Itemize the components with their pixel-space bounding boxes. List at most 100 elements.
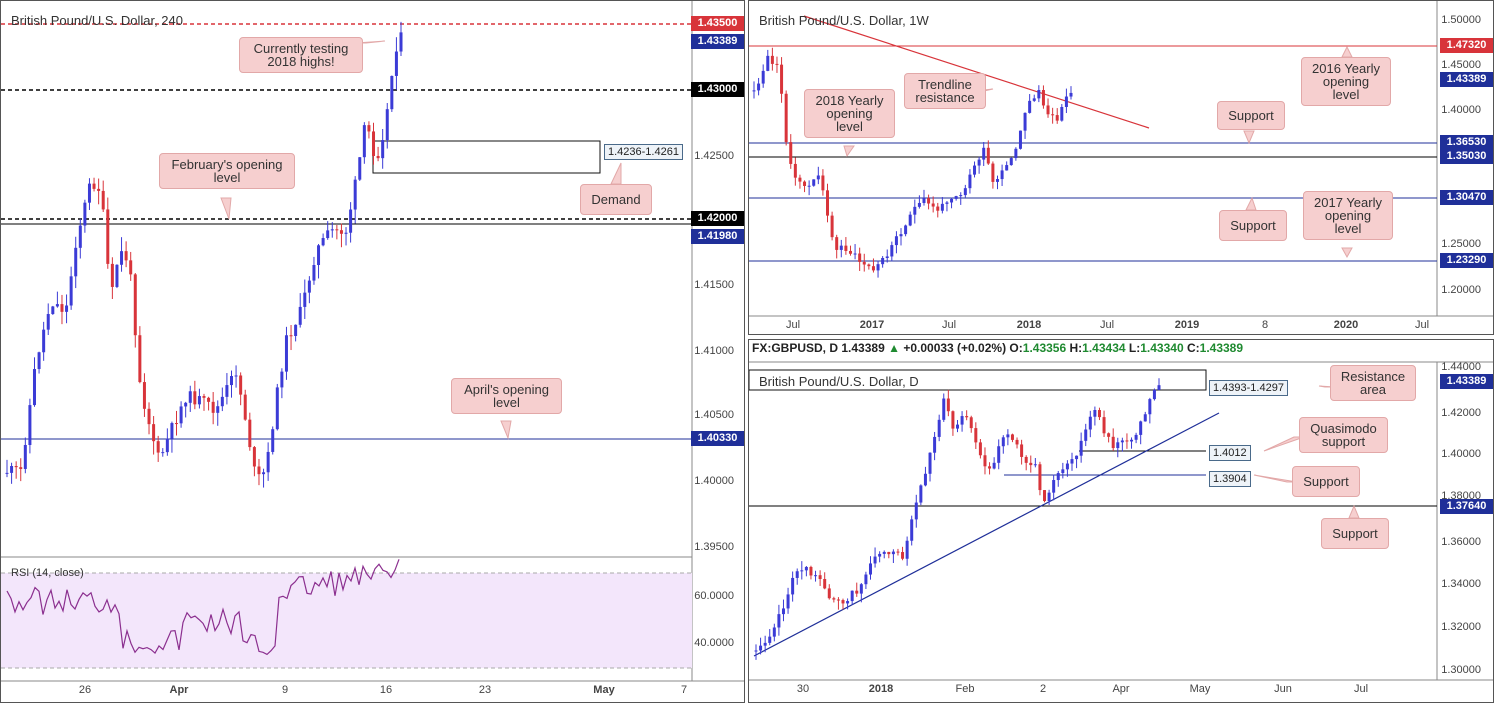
candle-daily [1033, 464, 1037, 466]
candle-daily [832, 598, 836, 600]
y-axis-label: 1.40000 [1441, 104, 1481, 116]
x-axis-label: 9 [281, 684, 289, 696]
price-tag-blue: 1.36530 [1440, 135, 1493, 150]
y-axis-label: 40.0000 [694, 637, 734, 649]
candle-daily [804, 566, 808, 571]
candle-4h [19, 467, 23, 469]
price-tag-blue: 1.43389 [1440, 374, 1493, 389]
candle-4h [197, 396, 201, 405]
candle-4h [51, 306, 55, 315]
price-tag-blue: 1.41980 [691, 229, 744, 244]
candle-daily [1006, 434, 1010, 438]
candle-daily [1148, 399, 1152, 415]
candle-4h [28, 405, 32, 445]
candle-4h [101, 190, 105, 210]
price-tag-blue: 1.37640 [1440, 499, 1493, 514]
candle-weekly [1064, 96, 1068, 107]
candle-weekly [991, 163, 995, 182]
candle-4h [129, 260, 133, 275]
candle-daily [814, 575, 818, 577]
candle-daily [960, 416, 964, 425]
candle-daily [1075, 455, 1079, 460]
candle-daily [1065, 463, 1069, 470]
callout-pointer [1263, 436, 1305, 452]
y-axis-label: 1.40000 [1441, 448, 1481, 460]
callout-pointer [1341, 247, 1353, 259]
candle-weekly [780, 64, 784, 94]
candle-weekly [963, 188, 967, 196]
chart-panel-weekly[interactable]: British Pound/U.S. Dollar, 1W 2018 Yearl… [748, 0, 1494, 335]
candle-daily [1061, 469, 1065, 474]
candle-4h [133, 274, 137, 336]
candle-4h [367, 125, 371, 132]
chart-weekly-canvas[interactable] [749, 1, 1494, 335]
callout-pointer [1341, 45, 1353, 58]
candle-4h [74, 247, 78, 277]
candle-weekly [931, 203, 935, 207]
candle-4h [307, 280, 311, 293]
candle-daily [1047, 492, 1051, 502]
candle-daily [956, 424, 959, 429]
rsi-line [6, 559, 400, 656]
candle-weekly [950, 198, 954, 203]
candle-4h [239, 375, 243, 395]
candle-daily [882, 551, 886, 554]
y-axis-label: 1.40500 [694, 409, 734, 421]
high-value: 1.43434 [1082, 341, 1126, 355]
candle-4h [10, 466, 14, 473]
candle-4h [65, 305, 69, 312]
x-axis-label: Feb [955, 683, 975, 695]
candle-daily [992, 462, 996, 469]
y-axis-label: 1.36000 [1441, 536, 1481, 548]
chart-panel-daily[interactable]: British Pound/U.S. Dollar, D Resistance … [748, 339, 1494, 703]
candle-4h [184, 402, 188, 407]
candle-4h [294, 324, 298, 336]
candle-weekly [816, 175, 820, 180]
candle-weekly [968, 174, 972, 189]
candle-weekly [936, 206, 940, 211]
chart-panel-4h[interactable]: British Pound/U.S. Dollar, 240 Currently… [0, 0, 745, 703]
candle-weekly [798, 177, 802, 182]
candle-4h [211, 401, 215, 413]
chart-4h-canvas[interactable] [1, 1, 745, 703]
candle-daily [933, 436, 937, 453]
symbol-label: FX:GBPUSD, D [752, 341, 839, 355]
candle-4h [106, 209, 110, 264]
candle-4h [248, 419, 252, 448]
callout-2016-yearly-open: 2016 Yearly opening level [1301, 57, 1391, 106]
candle-weekly [954, 196, 958, 199]
candle-daily [1043, 490, 1047, 502]
candle-4h [349, 209, 353, 233]
quasimodo-level-label: 1.4012 [1209, 445, 1251, 461]
y-axis-label: 60.0000 [694, 590, 734, 602]
candle-weekly [940, 203, 944, 211]
candle-4h [243, 394, 247, 420]
candle-daily [988, 466, 992, 469]
candle-4h [142, 382, 146, 409]
candle-4h [358, 157, 362, 180]
open-value: 1.43356 [1022, 341, 1067, 355]
x-axis-label: Jul [941, 319, 957, 331]
candle-daily [1111, 436, 1115, 449]
candle-daily [781, 608, 785, 615]
candle-4h [115, 264, 119, 287]
candle-4h [376, 155, 380, 159]
candle-4h [202, 396, 206, 398]
x-axis-label: 23 [478, 684, 492, 696]
candle-daily [846, 601, 850, 604]
candle-weekly [862, 261, 866, 265]
candle-weekly [752, 90, 756, 92]
candle-daily [1079, 440, 1083, 456]
candle-4h [390, 75, 394, 110]
candle-4h [252, 447, 256, 467]
candle-4h [156, 441, 160, 453]
candle-weekly [913, 206, 917, 215]
candle-4h [225, 385, 229, 397]
candle-daily [983, 455, 987, 467]
candle-4h [266, 451, 270, 473]
candle-4h [385, 109, 389, 141]
candle-4h [353, 179, 357, 210]
callout-quasimodo-support: Quasimodo support [1299, 417, 1388, 453]
candle-4h [179, 406, 183, 424]
candle-daily [836, 599, 840, 601]
